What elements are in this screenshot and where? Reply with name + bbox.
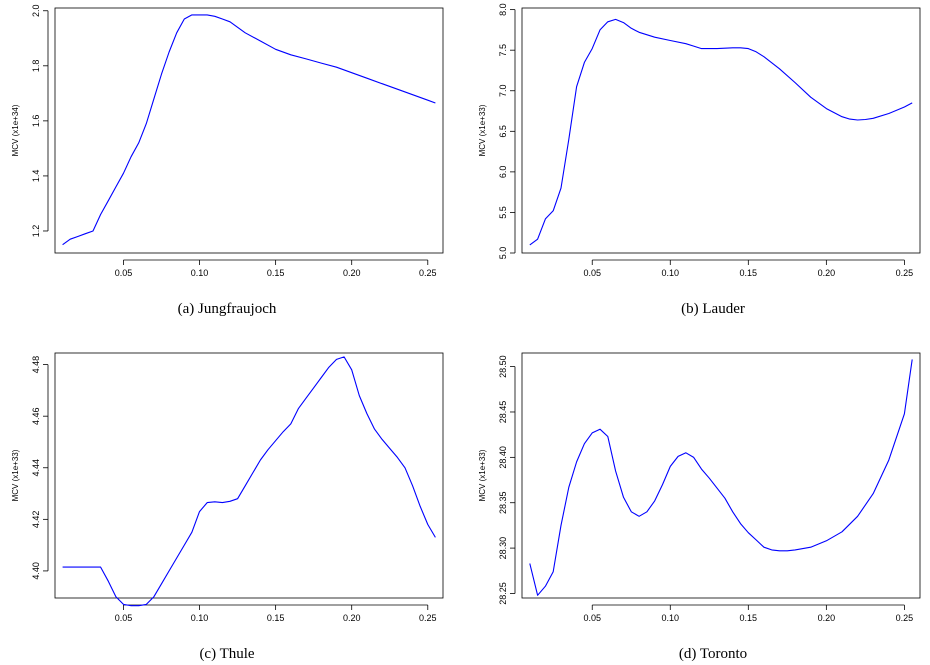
chart-panel-2: 0.05 0.10 0.15 0.20 0.25 5.0 5.5 6.0 6.5 7.0 7.5 8.… xyxy=(478,3,921,317)
series-line xyxy=(529,18,913,246)
y-tick-label: 6.5 xyxy=(498,125,508,138)
y-tick-label: 28.40 xyxy=(498,446,508,469)
y-tick-label: 1.2 xyxy=(31,225,41,238)
y-tick-label: 1.6 xyxy=(31,115,41,128)
y-tick-label: 4.44 xyxy=(31,459,41,477)
x-tick-label: 0.10 xyxy=(662,613,680,623)
y-tick-label: 4.42 xyxy=(31,511,41,529)
y-tick-label: 6.0 xyxy=(498,166,508,179)
y-tick-label: 4.48 xyxy=(31,356,41,374)
panel-caption: (d) Toronto xyxy=(679,646,747,662)
x-tick-label: 0.15 xyxy=(267,268,285,278)
x-tick-label: 0.05 xyxy=(583,613,601,623)
x-tick-label: 0.15 xyxy=(740,613,758,623)
x-tick-label: 0.25 xyxy=(419,268,437,278)
x-tick-label: 0.15 xyxy=(740,268,758,278)
y-tick-label: 8.0 xyxy=(498,3,508,16)
x-tick-label: 0.05 xyxy=(115,268,133,278)
series-line xyxy=(529,359,913,596)
y-tick-label: 7.0 xyxy=(498,84,508,97)
plot-frame xyxy=(54,7,444,254)
y-tick-label: 28.50 xyxy=(498,355,508,378)
plot-frame xyxy=(521,352,921,599)
y-tick-label: 28.35 xyxy=(498,491,508,514)
panel-caption: (b) Lauder xyxy=(681,301,745,317)
y-axis-label: MCV (x1e+33) xyxy=(478,104,487,156)
x-tick-label: 0.25 xyxy=(896,268,914,278)
x-tick-label: 0.20 xyxy=(818,613,836,623)
y-tick-label: 28.25 xyxy=(498,582,508,605)
chart-panel-3: 0.05 0.10 0.15 0.20 0.25 4.40 4.42 4.44 4.46 4.48… xyxy=(11,352,444,662)
y-axis-label: MCV (x1e+33) xyxy=(478,449,487,501)
chart-panel-1: 0.05 0.10 0.15 0.20 0.25 1.2 1.4 1.6 1.8 2.0 MCV (… xyxy=(11,4,444,317)
chart-panel-4: 0.05 0.10 0.15 0.20 0.25 28.25 28.30 28.35 28.40… xyxy=(478,352,921,662)
y-tick-label: 7.5 xyxy=(498,44,508,57)
plot-frame xyxy=(54,352,444,599)
x-tick-label: 0.20 xyxy=(343,613,361,623)
y-tick-label: 4.46 xyxy=(31,407,41,425)
y-tick-label: 28.30 xyxy=(498,537,508,560)
series-line xyxy=(62,14,436,246)
x-tick-label: 0.25 xyxy=(896,613,914,623)
y-tick-label: 2.0 xyxy=(31,4,41,17)
x-tick-label: 0.10 xyxy=(191,613,209,623)
series-line xyxy=(62,356,436,607)
panel-caption: (c) Thule xyxy=(199,646,254,662)
y-tick-label: 5.5 xyxy=(498,206,508,219)
x-tick-label: 0.10 xyxy=(191,268,209,278)
x-tick-label: 0.20 xyxy=(343,268,361,278)
panel-caption: (a) Jungfraujoch xyxy=(178,301,277,317)
x-tick-label: 0.10 xyxy=(662,268,680,278)
y-tick-label: 4.40 xyxy=(31,562,41,580)
y-tick-label: 28.45 xyxy=(498,401,508,424)
plot-frame xyxy=(521,7,921,254)
x-tick-label: 0.15 xyxy=(267,613,285,623)
x-tick-label: 0.20 xyxy=(818,268,836,278)
y-tick-label: 1.8 xyxy=(31,60,41,73)
x-tick-label: 0.25 xyxy=(419,613,437,623)
x-tick-label: 0.05 xyxy=(115,613,133,623)
y-axis-label: MCV (x1e+34) xyxy=(11,104,20,156)
x-tick-label: 0.05 xyxy=(583,268,601,278)
y-tick-label: 1.4 xyxy=(31,170,41,183)
y-tick-label: 5.0 xyxy=(498,247,508,260)
y-axis-label: MCV (x1e+33) xyxy=(11,449,20,501)
